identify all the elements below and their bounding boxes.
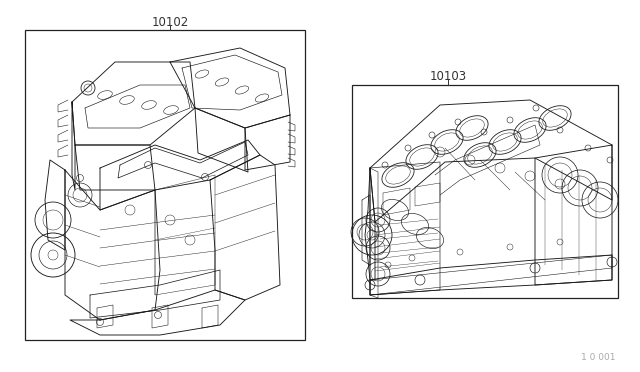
Bar [352, 85, 618, 298]
Bar [25, 30, 305, 340]
Text: 1 0 001: 1 0 001 [580, 353, 615, 362]
Text: 10103: 10103 [429, 71, 467, 83]
Text: 10102: 10102 [152, 16, 189, 29]
